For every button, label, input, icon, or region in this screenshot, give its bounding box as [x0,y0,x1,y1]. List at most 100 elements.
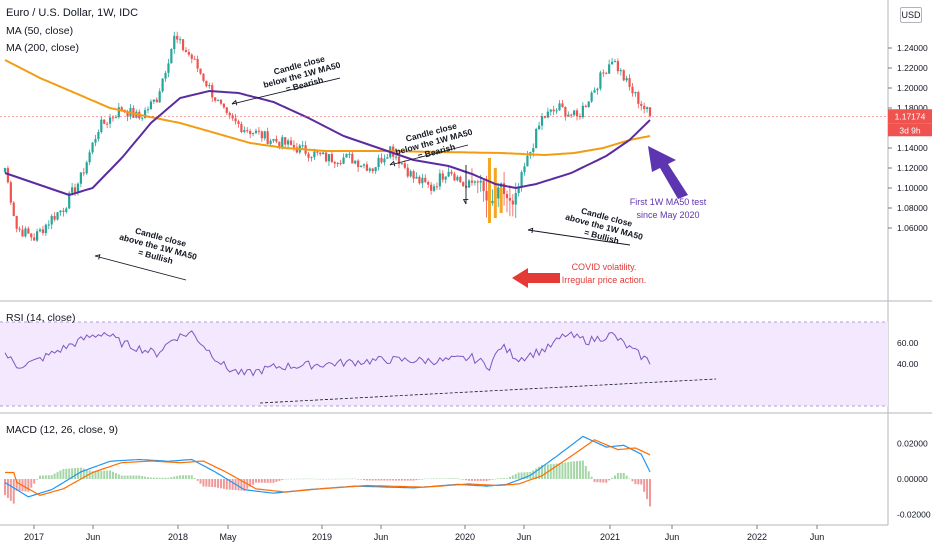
macd-hist-bar [543,464,546,479]
macd-hist-bar [287,478,290,480]
candle-body [97,131,100,139]
macd-hist-bar [41,475,44,479]
candle-body [584,105,587,107]
time-tick-label: Jun [86,532,101,542]
macd-hist-bar [532,470,535,479]
macd-hist-bar [56,472,59,479]
candle-body [313,151,316,158]
macd-hist-bar [243,479,246,491]
candle-body [3,168,7,173]
candle-body [348,153,351,155]
macd-hist-bar [438,478,441,479]
ma50-legend: MA (50, close) [6,25,74,37]
macd-hist-bar [637,479,640,485]
candle-body [12,202,15,217]
macd-hist-bar [33,479,36,484]
candle-body [619,70,622,72]
candle-body [558,103,561,111]
candle-body [152,99,155,102]
candle-body [622,70,625,81]
candle-body [371,168,374,172]
rsi-band [0,322,888,406]
macd-hist-bar [263,479,266,483]
macd-hist-bar [625,475,628,479]
candle-body [231,115,234,119]
candle-body [47,224,50,226]
macd-hist-bar [117,474,120,479]
covid-note-line2: Irregular price action. [562,275,647,285]
macd-hist-bar [144,476,147,479]
candle-body [289,140,293,145]
candle-body [59,210,62,213]
candle-body [208,85,211,87]
time-tick-label: 2018 [168,532,188,542]
candle-body [158,91,161,103]
macd-hist-bar [348,478,351,480]
currency-button[interactable]: USD [900,7,922,23]
macd-hist-bar [272,479,275,483]
candle-body [508,198,512,201]
macd-hist-bar [103,470,106,479]
macd-hist-bar [374,479,377,481]
candle-body [149,101,153,110]
candle-body [427,182,430,185]
macd-hist-bar [292,478,295,480]
price-tick-label: 1.24000 [897,43,928,53]
candle-body [167,63,170,73]
macd-hist-bar [62,469,65,479]
macd-hist-bar [15,479,18,491]
macd-hist-bar [94,471,97,479]
candle-body [187,52,190,55]
macd-hist-bar [9,479,12,501]
macd-hist-bar [561,462,564,479]
macd-hist-bar [214,479,217,488]
candle-body [190,54,193,59]
macd-hist-bar [538,466,541,479]
candle-body [412,171,415,179]
macd-hist-bar [278,479,281,481]
macd-hist-bar [386,479,389,481]
candle-body [263,131,266,139]
candle-body [552,109,555,112]
candle-body [564,107,567,117]
macd-hist-bar [468,479,471,481]
macd-hist-bar [602,479,605,483]
candle-body [453,173,456,181]
candle-body [243,130,246,133]
candle-body [251,133,255,135]
macd-hist-bar [351,478,354,480]
macd-hist-bar [395,479,398,481]
macd-hist-bar [564,462,567,479]
macd-hist-bar [301,478,304,480]
price-tick-label: 1.08000 [897,203,928,213]
macd-hist-bar [567,462,570,479]
candle-body [307,153,310,158]
macd-hist-bar [611,477,614,479]
candle-body [33,237,36,241]
macd-hist-bar [491,479,494,480]
candle-body [278,141,281,147]
macd-hist-bar [71,468,74,479]
macd-hist-bar [155,477,158,479]
countdown-badge [888,123,932,137]
candle-body [319,152,322,155]
macd-hist-bar [322,478,325,480]
macd-hist-bar [415,479,418,481]
candle-body [114,117,118,119]
macd-hist-bar [497,478,500,479]
candle-body [593,90,596,93]
arrow-bullish-1 [94,255,187,281]
candle-body [634,92,637,94]
candle-body [111,117,115,119]
macd-hist-bar [202,479,205,487]
macd-hist-bar [430,478,433,480]
candle-body [485,191,488,201]
candle-body [424,177,427,183]
candle-body [91,142,94,153]
candle-body [196,58,199,69]
macd-hist-bar [12,479,15,504]
candle-body [444,176,447,180]
candle-body [415,176,418,179]
macd-hist-bar [111,471,114,479]
